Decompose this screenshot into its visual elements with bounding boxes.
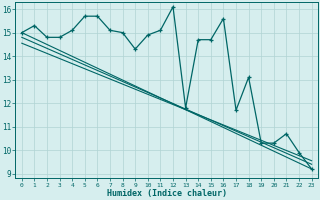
X-axis label: Humidex (Indice chaleur): Humidex (Indice chaleur) xyxy=(107,189,227,198)
